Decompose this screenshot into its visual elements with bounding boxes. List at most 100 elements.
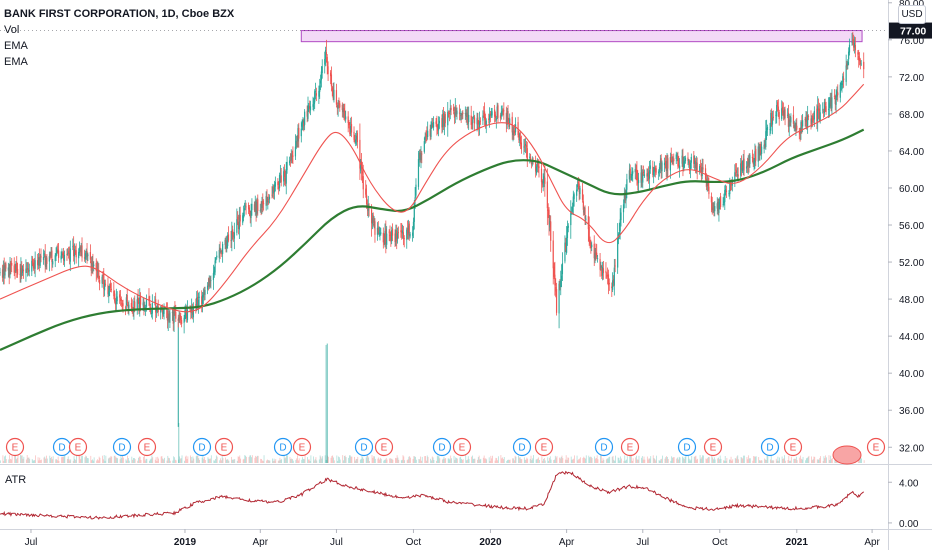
volume-bar (635, 457, 637, 463)
volume-bar (336, 455, 338, 463)
candle-body (113, 290, 115, 297)
earnings-marker-circle[interactable] (534, 437, 554, 457)
earnings-marker[interactable]: E (534, 437, 554, 457)
earnings-marker[interactable]: E (703, 437, 723, 457)
earnings-marker[interactable]: E (452, 437, 472, 457)
dividend-marker-circle[interactable] (432, 437, 452, 457)
dividend-marker-circle[interactable] (677, 437, 697, 457)
volume-bar (281, 459, 283, 463)
candle-body (478, 127, 480, 129)
upcoming-earnings-highlight[interactable] (832, 445, 862, 465)
legend-volume[interactable]: Vol (4, 24, 20, 36)
earnings-marker[interactable]: E (292, 437, 312, 457)
volume-bar (790, 456, 792, 463)
candle-body (249, 212, 251, 216)
volume-bar (168, 457, 170, 463)
earnings-marker[interactable]: E (214, 437, 234, 457)
candle-body (349, 127, 351, 135)
earnings-marker-circle[interactable] (783, 437, 803, 457)
legend-ema-slow[interactable]: EMA (4, 56, 28, 68)
earnings-marker-circle[interactable] (5, 437, 25, 457)
dividend-marker[interactable]: D (192, 437, 212, 457)
earnings-marker[interactable]: E (783, 437, 803, 457)
dividend-marker-circle[interactable] (594, 437, 614, 457)
currency-button[interactable]: USD (898, 5, 926, 24)
volume-bar (642, 459, 644, 463)
earnings-marker[interactable]: E (374, 437, 394, 457)
volume-bar (73, 456, 75, 463)
earnings-marker-circle[interactable] (214, 437, 234, 457)
dividend-marker[interactable]: D (677, 437, 697, 457)
volume-bar (667, 459, 669, 463)
earnings-marker[interactable]: E (866, 437, 886, 457)
volume-bar (492, 455, 493, 463)
dividend-marker-circle[interactable] (273, 437, 293, 457)
dividend-marker[interactable]: D (512, 437, 532, 457)
volume-bar (365, 457, 367, 463)
dividend-marker-circle[interactable] (354, 437, 374, 457)
earnings-marker[interactable]: E (620, 437, 640, 457)
dividend-marker[interactable]: D (760, 437, 780, 457)
volume-bar (579, 458, 580, 463)
volume-bar (43, 457, 45, 463)
candle-body (391, 230, 393, 242)
volume-bar (638, 455, 640, 463)
dividend-marker[interactable]: D (594, 437, 614, 457)
earnings-marker[interactable]: E (68, 437, 88, 457)
volume-bar (378, 457, 380, 463)
candle-body (812, 118, 815, 120)
candle-body (525, 145, 528, 148)
earnings-marker-circle[interactable] (374, 437, 394, 457)
earnings-marker-circle[interactable] (620, 437, 640, 457)
resistance-zone-layer[interactable] (0, 30, 888, 43)
candle-body (673, 158, 675, 162)
candle-body (531, 161, 533, 165)
earnings-marker-circle[interactable] (866, 437, 886, 457)
dividend-marker[interactable]: D (432, 437, 452, 457)
volume-bar (677, 459, 679, 463)
volume-bar (800, 458, 802, 463)
dividend-marker-letter: D (279, 443, 286, 454)
volume-bar (31, 459, 33, 463)
volume-bar (91, 460, 93, 463)
dividend-marker[interactable]: D (112, 437, 132, 457)
candle-body (519, 136, 522, 145)
volume-bar (97, 459, 98, 463)
resistance-zone-rect[interactable] (300, 30, 863, 43)
legend-ema-fast[interactable]: EMA (4, 40, 28, 52)
volume-bar (600, 455, 602, 463)
candle-body (702, 167, 704, 170)
dividend-marker-circle[interactable] (760, 437, 780, 457)
volume-bar (57, 456, 59, 463)
candle-body (34, 260, 36, 269)
last-price-badge[interactable]: 77.00 (889, 22, 932, 39)
candle-body (168, 313, 170, 321)
earnings-marker-circle[interactable] (292, 437, 312, 457)
dividend-marker-circle[interactable] (512, 437, 532, 457)
earnings-marker-circle[interactable] (68, 437, 88, 457)
earnings-marker[interactable]: E (137, 437, 157, 457)
volume-bar (719, 455, 721, 463)
dividend-marker[interactable]: D (273, 437, 293, 457)
candle-body (173, 311, 175, 323)
earnings-marker[interactable]: E (5, 437, 25, 457)
earnings-marker-circle[interactable] (703, 437, 723, 457)
dividend-marker[interactable]: D (354, 437, 374, 457)
candle-body (846, 63, 848, 67)
dividend-marker-circle[interactable] (112, 437, 132, 457)
candle-body (31, 260, 33, 272)
earnings-marker-circle[interactable] (137, 437, 157, 457)
volume-bar (717, 458, 719, 463)
candle-body (48, 256, 50, 262)
volume-bar (576, 455, 578, 463)
dividend-marker[interactable]: D (52, 437, 72, 457)
candle-body (637, 180, 640, 183)
candle-body (724, 190, 726, 202)
volume-bar (703, 455, 704, 463)
dividend-marker-circle[interactable] (192, 437, 212, 457)
symbol-title[interactable]: BANK FIRST CORPORATION, 1D, Cboe BZX (4, 8, 235, 20)
earnings-marker-circle[interactable] (452, 437, 472, 457)
candle-body (499, 115, 502, 119)
